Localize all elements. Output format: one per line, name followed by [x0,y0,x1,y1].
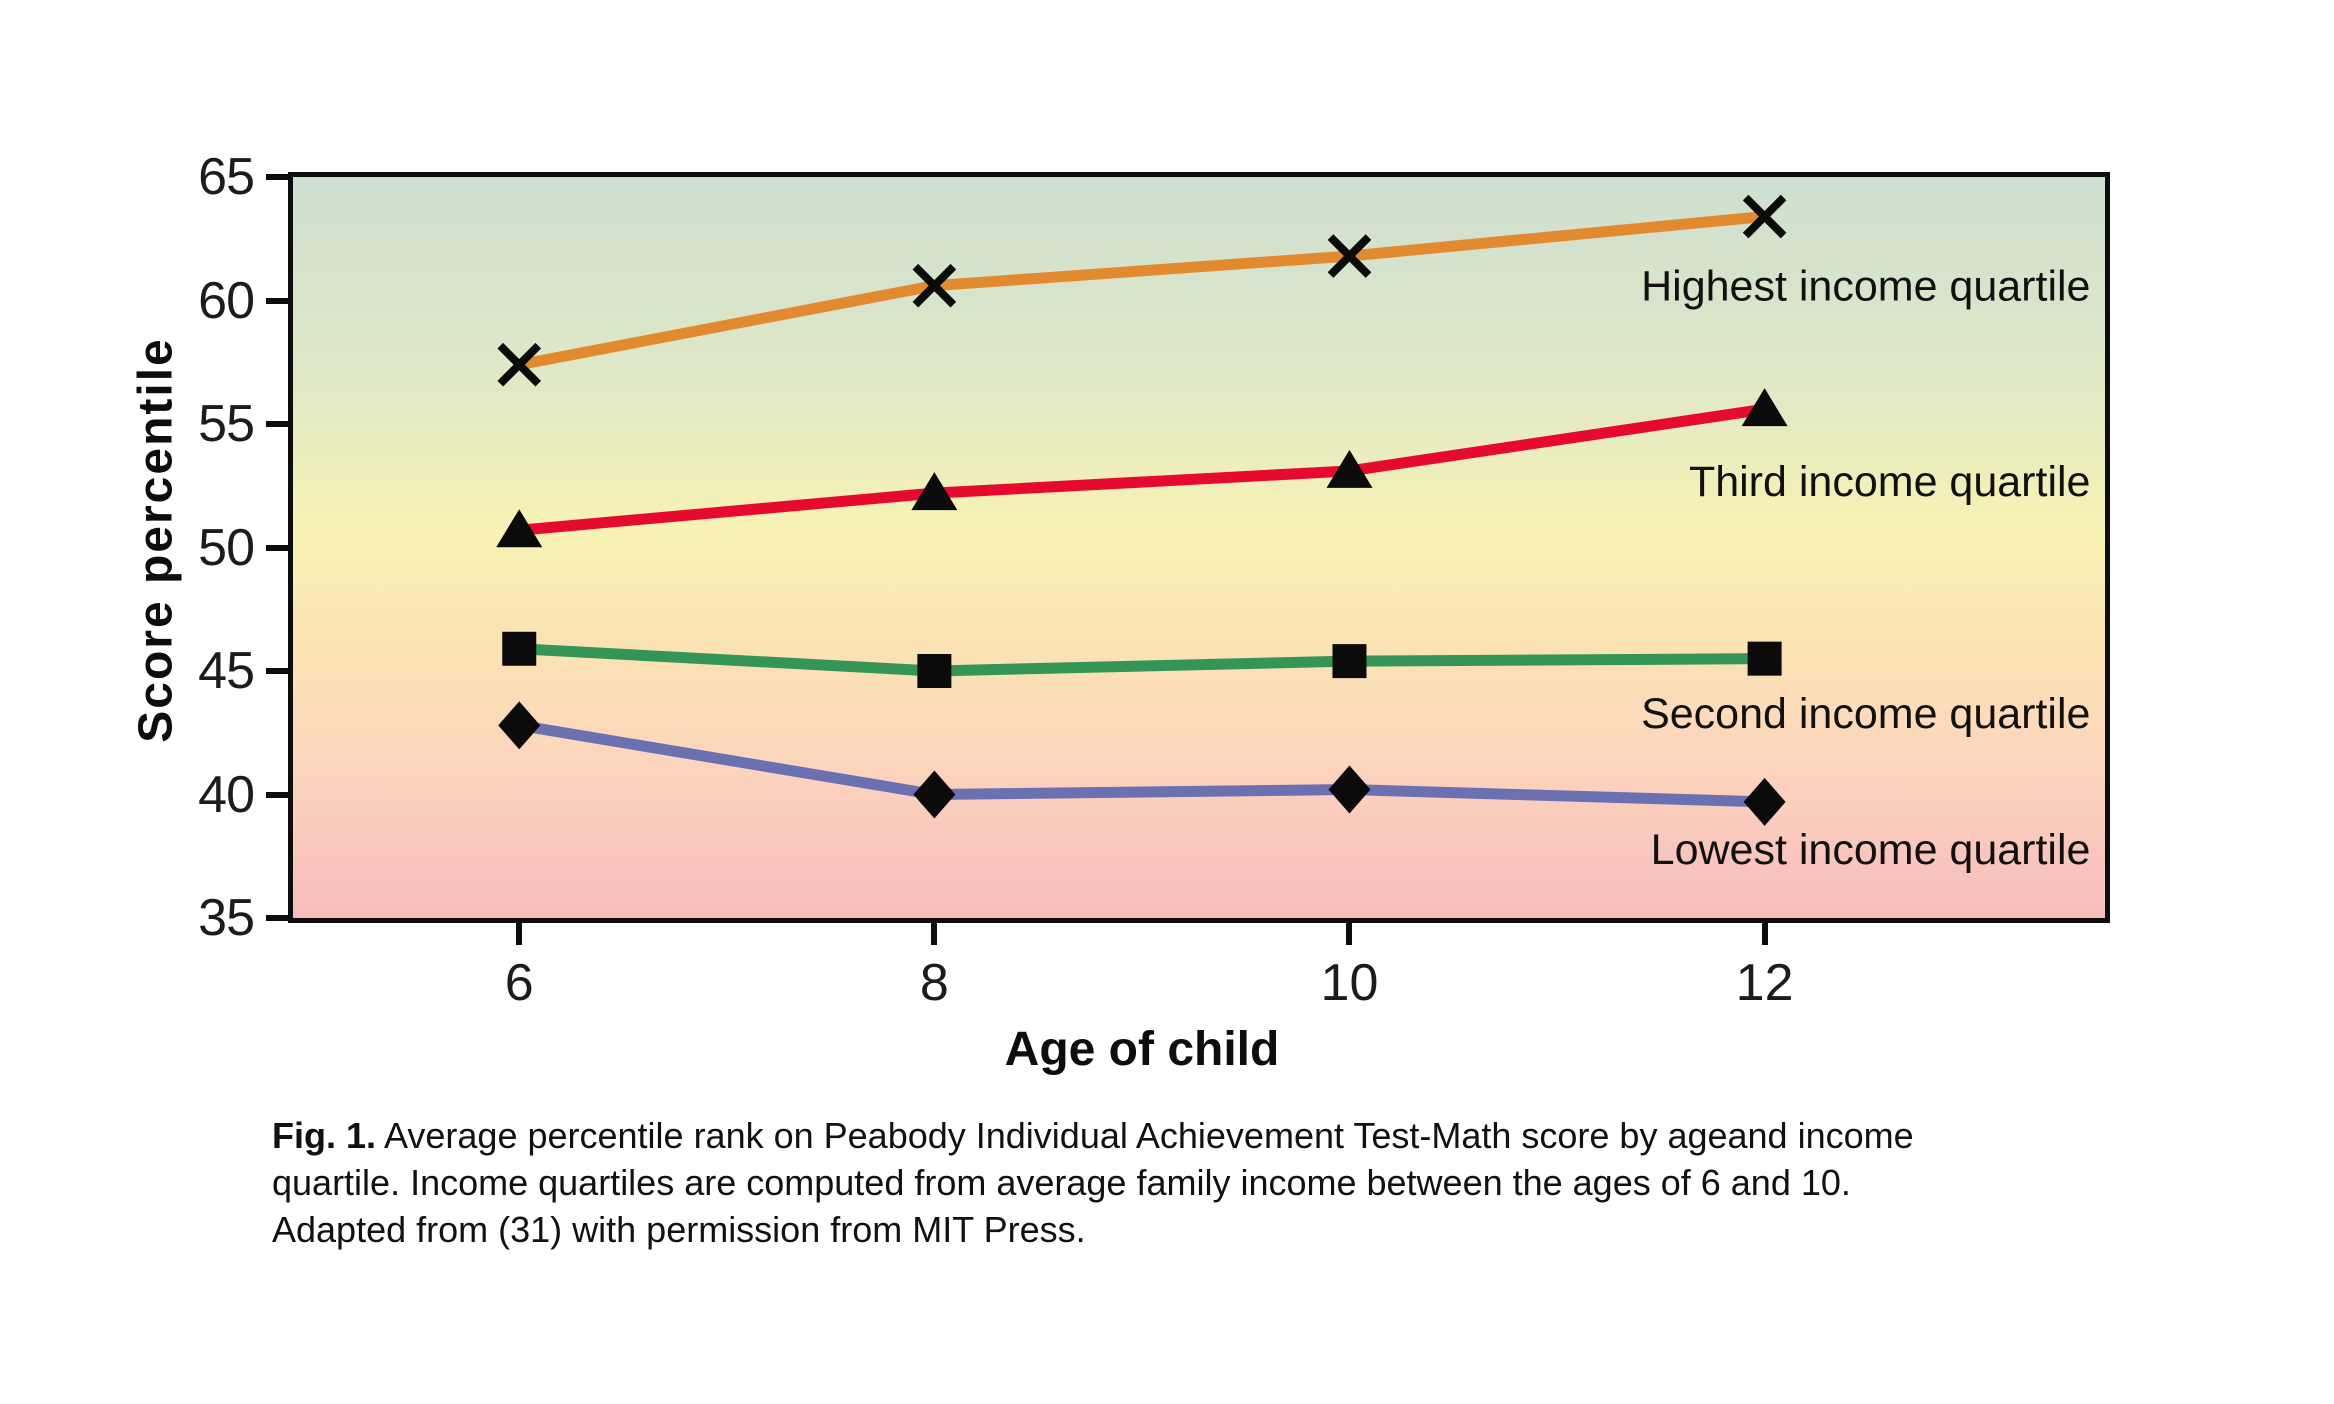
line-chart: Highest income quartile Third income quar… [496,194,2091,874]
caption-line: Adapted from (31) with permission from M… [272,1209,1086,1250]
plot-area: Highest income quartile Third income quar… [288,172,2110,923]
series-lowest-income-quartile: Lowest income quartile [498,701,2090,874]
series-second-income-quartile: Second income quartile [502,631,2090,738]
x-tick-mark [1761,923,1768,945]
y-tick-label: 40 [198,765,255,824]
y-tick-label: 60 [198,271,255,330]
series-line [518,643,1765,677]
series-line [518,719,1765,808]
y-tick-mark [266,791,288,798]
series-line [518,211,1766,371]
diamond-marker [498,701,541,750]
series-highest-income-quartile: Highest income quartile [497,194,2090,387]
series-label: Third income quartile [1689,458,2091,506]
square-marker [917,654,952,688]
x-marker [1742,194,1787,239]
series-third-income-quartile: Third income quartile [496,388,2091,548]
caption-line: Fig. 1. Average percentile rank on Peabo… [272,1115,1914,1156]
x-tick-label: 8 [919,954,949,1012]
triangle-marker [1326,449,1373,488]
square-marker [502,631,537,666]
y-tick-label: 50 [198,518,255,577]
diamond-marker [1743,777,1786,826]
y-tick-mark [266,174,288,180]
y-tick-label: 55 [198,395,255,453]
x-tick-label: 10 [1320,954,1379,1012]
square-marker [1332,644,1367,679]
triangle-marker [911,472,958,511]
x-tick-mark [1346,923,1353,945]
x-axis-title: Age of child [1004,1023,1280,1076]
series-label: Second income quartile [1641,690,2090,738]
x-marker [912,263,957,308]
series-label: Lowest income quartile [1651,826,2091,874]
caption-line: quartile. Income quartiles are computed … [272,1162,1851,1203]
y-tick-mark [266,668,288,674]
x-marker [497,342,542,387]
y-tick-label: 65 [198,148,255,206]
y-tick-mark [266,421,288,427]
x-tick-mark [516,923,523,945]
x-marker [1327,234,1372,278]
y-tick-mark [266,297,288,304]
square-marker [1747,641,1782,676]
diamond-marker [1328,765,1371,814]
x-tick-label: 6 [504,954,534,1012]
x-tick-mark [931,923,938,945]
y-tick-mark [266,915,288,921]
y-tick-label: 35 [198,889,255,947]
triangle-marker [496,509,543,548]
figure-caption: Fig. 1. Average percentile rank on Peabo… [272,1112,2172,1253]
y-tick-label: 45 [198,642,255,700]
caption-fig-label: Fig. 1. [272,1115,377,1156]
series-line [518,403,1766,536]
triangle-marker [1741,388,1788,427]
series-label: Highest income quartile [1641,263,2090,311]
diamond-marker [913,770,956,819]
x-tick-label: 12 [1735,954,1794,1012]
y-tick-mark [266,544,288,551]
